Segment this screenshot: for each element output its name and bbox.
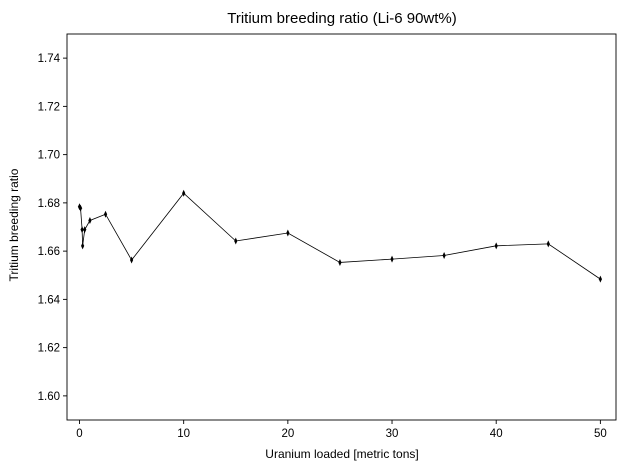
data-point: [129, 256, 134, 264]
data-point: [103, 210, 108, 218]
data-point: [78, 204, 83, 212]
y-tick-label: 1.68: [38, 198, 60, 210]
x-tick-label: 20: [281, 428, 294, 440]
y-tick-label: 1.62: [38, 343, 60, 355]
data-point: [83, 226, 87, 234]
data-point: [81, 242, 85, 250]
data-point: [494, 242, 498, 250]
y-tick-label: 1.66: [38, 246, 60, 258]
y-tick-label: 1.64: [38, 294, 61, 306]
x-tick-label: 10: [177, 428, 190, 440]
data-point: [234, 237, 238, 245]
data-point: [442, 251, 446, 259]
data-point: [286, 229, 290, 237]
data-point: [80, 226, 84, 234]
y-axis: 1.60 1.62 1.64 1.66 1.68 1.70 1.72 1.74: [38, 53, 67, 403]
y-axis-label: Tritium breeding ratio: [7, 168, 21, 281]
x-tick-label: 0: [76, 428, 82, 440]
data-point: [598, 275, 602, 283]
y-tick-label: 1.60: [38, 391, 60, 403]
y-tick-label: 1.74: [38, 53, 61, 65]
x-axis: 0 10 20 30 40 50: [76, 420, 607, 440]
data-point: [546, 240, 550, 248]
plot-area: [66, 33, 617, 421]
x-tick-label: 30: [386, 428, 399, 440]
x-tick-label: 50: [594, 428, 607, 440]
y-tick-label: 1.70: [38, 150, 60, 162]
data-point: [338, 258, 342, 266]
x-axis-label: Uranium loaded [metric tons]: [265, 447, 418, 461]
plot-frame: [66, 33, 617, 421]
data-point: [182, 189, 186, 197]
data-series: [77, 189, 602, 283]
y-tick-label: 1.72: [38, 101, 60, 113]
series-line: [79, 192, 601, 280]
x-tick-label: 40: [490, 428, 503, 440]
data-point: [390, 255, 394, 263]
data-point: [88, 216, 92, 224]
chart-title: Tritium breeding ratio (Li-6 90wt%): [227, 10, 457, 27]
